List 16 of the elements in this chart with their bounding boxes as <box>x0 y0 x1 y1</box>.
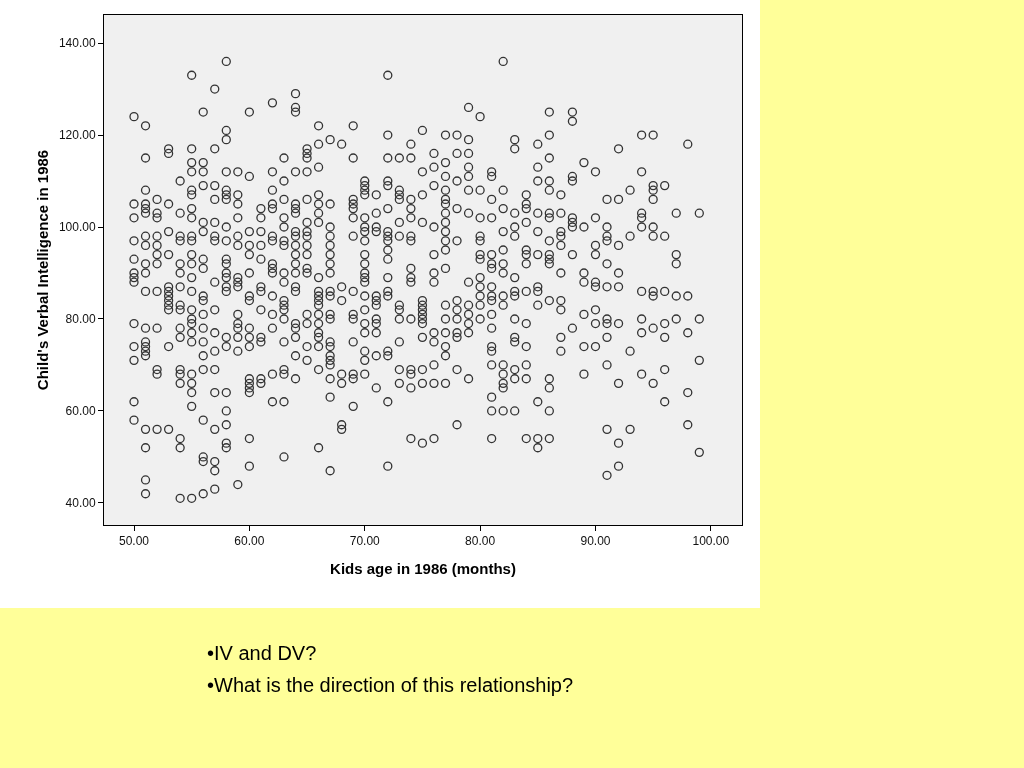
y-axis-title: Child's Verbal Intelligence in 1986 <box>34 149 52 391</box>
y-tick-label: 60.00 <box>65 404 96 419</box>
x-tick-label: 70.00 <box>349 534 381 549</box>
x-tick-label: 50.00 <box>118 534 150 549</box>
x-tick-label: 90.00 <box>580 534 611 549</box>
x-tick-label: 60.00 <box>234 534 265 549</box>
y-tick-label: 40.00 <box>65 496 96 511</box>
y-tick-label: 80.00 <box>65 312 96 327</box>
y-tick-label: 100.00 <box>58 220 96 235</box>
y-tick-label: 120.00 <box>58 128 96 143</box>
x-axis-title: Kids age in 1986 (months) <box>330 560 516 578</box>
text: •IV and DV? <box>207 642 317 664</box>
x-tick-label: 100.00 <box>692 534 730 549</box>
y-tick-label: 140.00 <box>58 36 96 51</box>
x-tick-label: 80.00 <box>465 534 496 549</box>
text: •What is the direction of this relationship? <box>207 674 574 696</box>
